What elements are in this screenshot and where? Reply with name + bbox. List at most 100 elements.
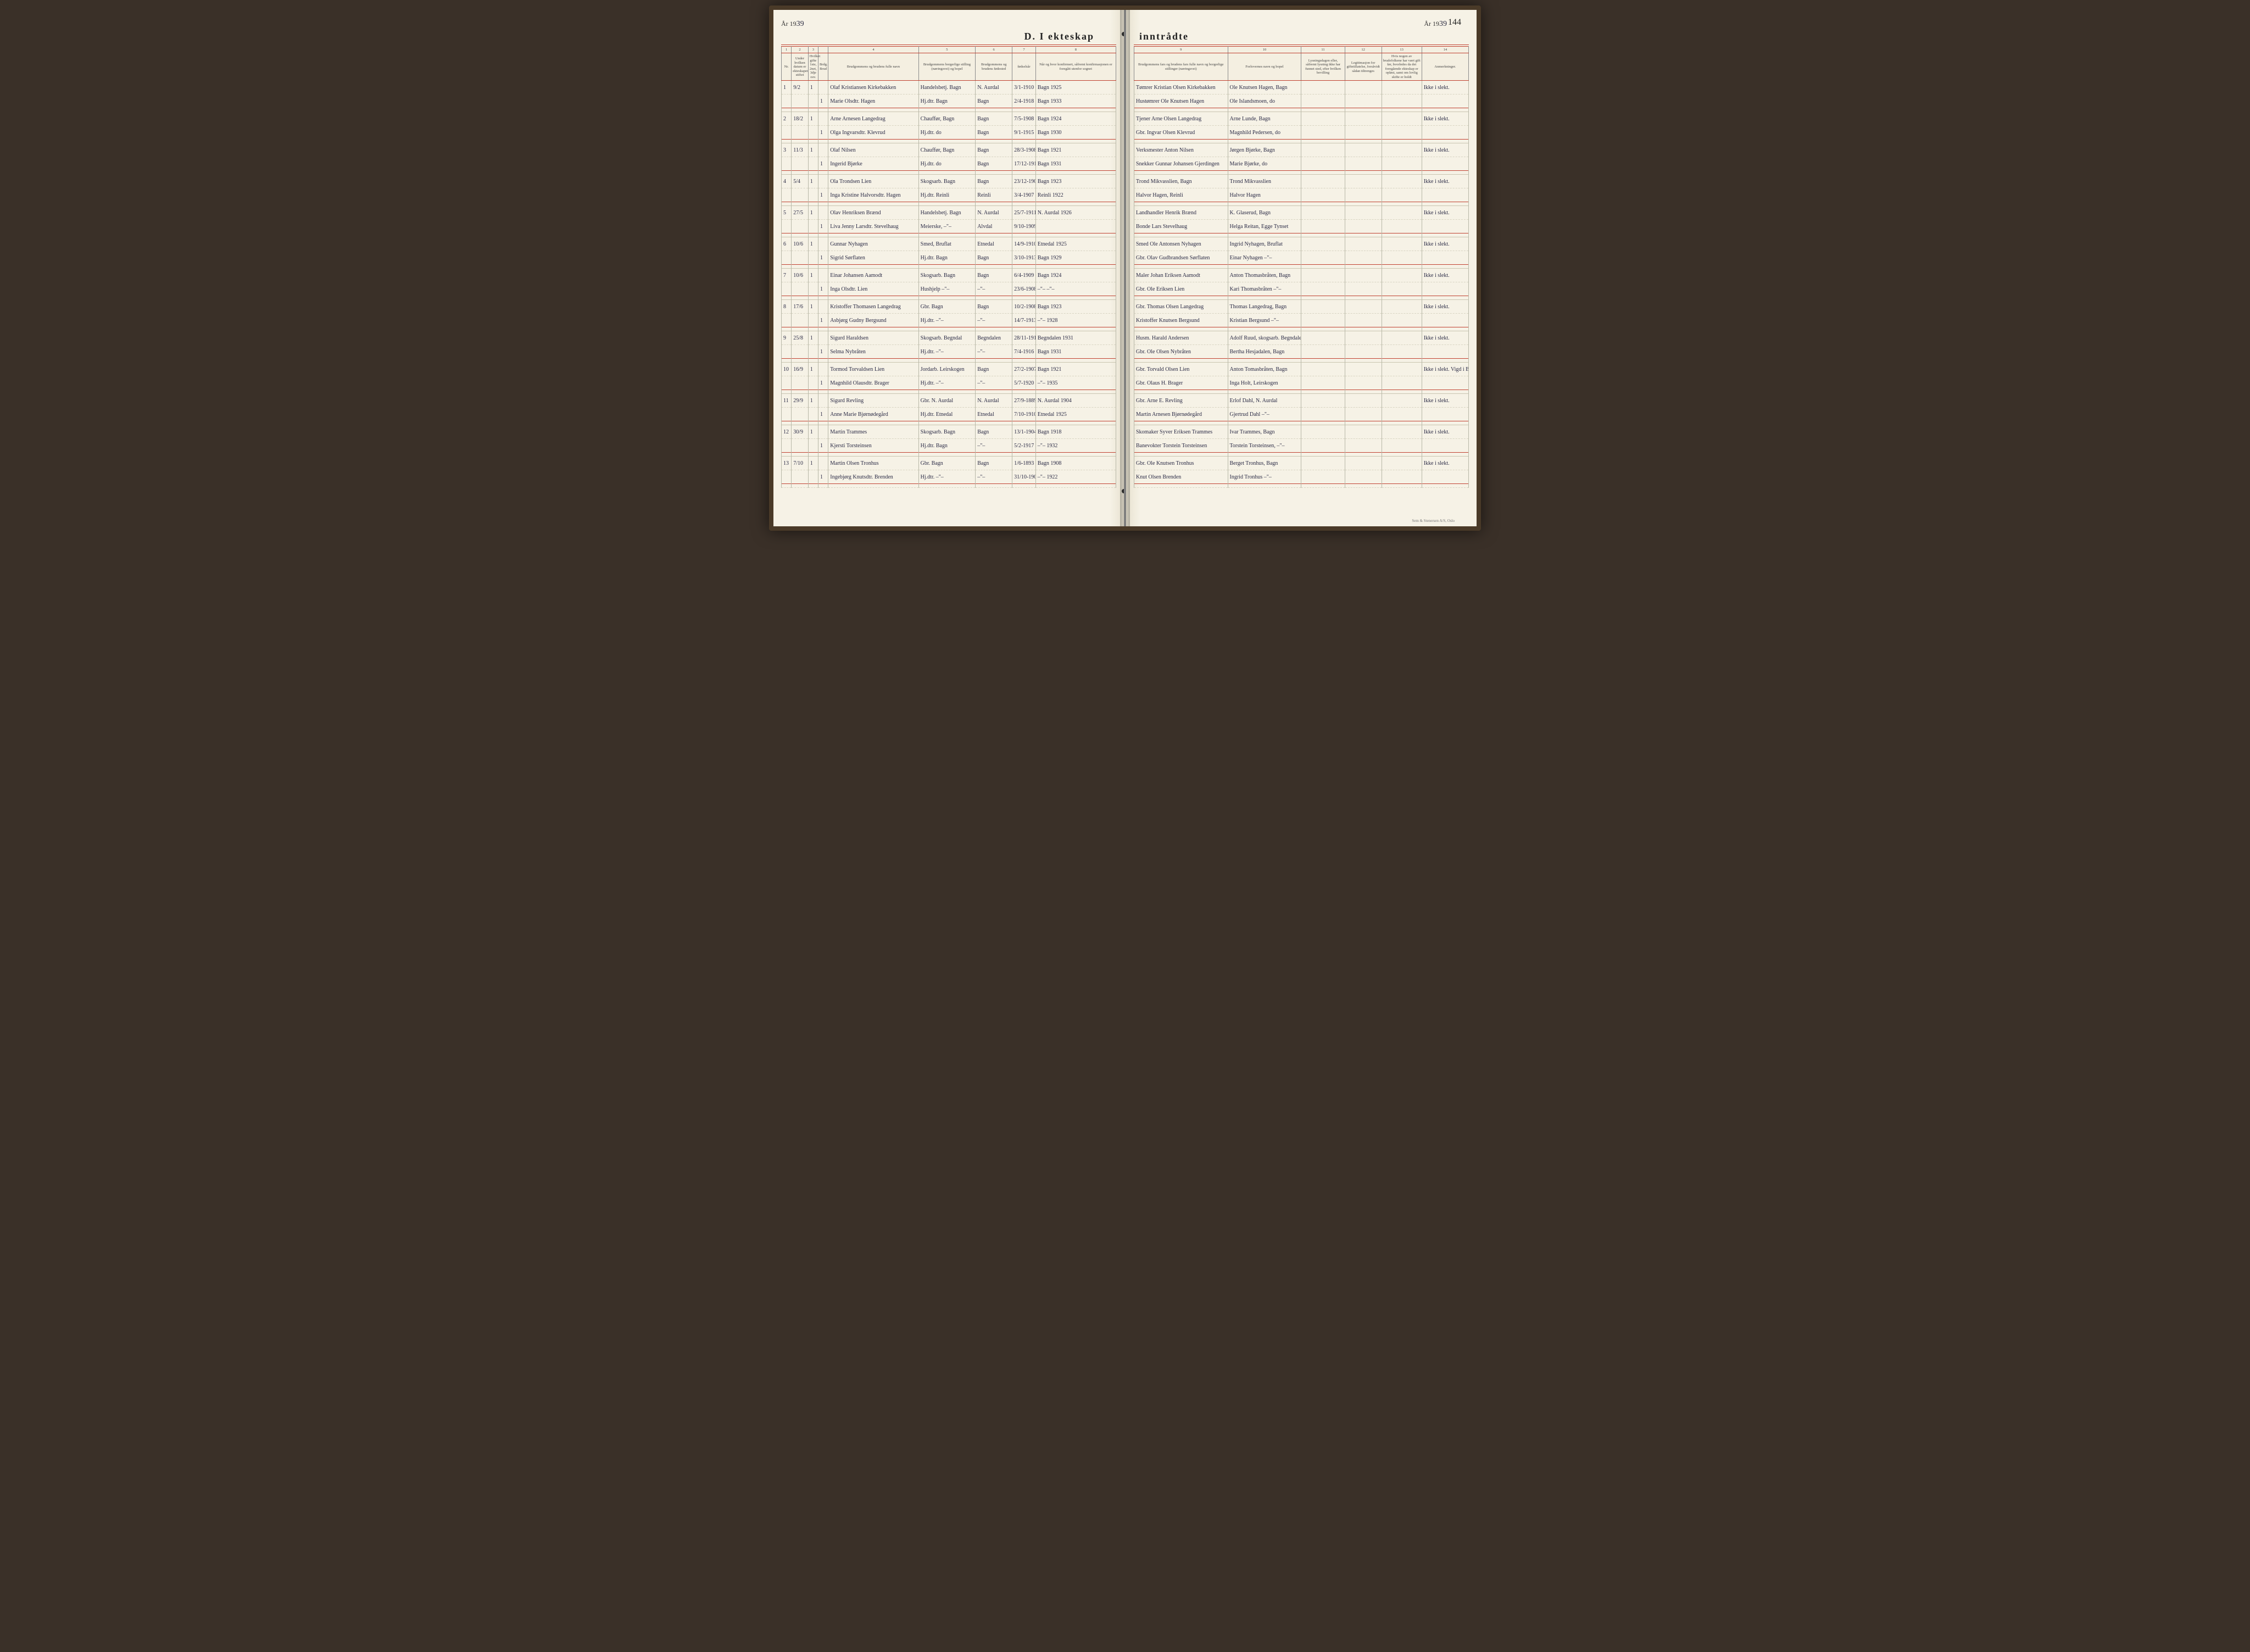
groom-confirmation: Etnedal 1925 xyxy=(1035,237,1116,251)
title-right: inntrådte xyxy=(1134,31,1452,42)
bride-birthplace: –"– xyxy=(976,376,1012,390)
sep xyxy=(792,453,808,457)
entry-separator xyxy=(782,265,1116,269)
bride-position: Hj.dtr. –"– xyxy=(918,376,976,390)
lysning xyxy=(1301,457,1345,470)
title-left: D. I ekteskap xyxy=(781,31,1100,42)
bride-birthplace: –"– xyxy=(976,345,1012,359)
sep xyxy=(1422,265,1468,269)
entry-nr: 3 xyxy=(782,143,792,157)
entry-separator xyxy=(1134,484,1469,488)
sep xyxy=(1035,265,1116,269)
sep xyxy=(808,390,818,394)
sep xyxy=(1382,140,1422,143)
blank xyxy=(782,282,792,296)
remark xyxy=(1422,251,1468,265)
sep xyxy=(976,421,1012,425)
remark xyxy=(1422,282,1468,296)
bride-birthdate: 9/1-1915 xyxy=(1012,126,1036,140)
legitimation xyxy=(1345,439,1382,453)
prior-marriage xyxy=(1382,425,1422,439)
father-groom: Gbr. Torvald Olsen Lien xyxy=(1134,363,1228,376)
sep xyxy=(1228,484,1301,488)
bride-birthplace: Etnedal xyxy=(976,408,1012,421)
sep xyxy=(918,171,976,175)
groom-name: Arne Arnesen Langedrag xyxy=(828,112,918,126)
gifte-bride: 1 xyxy=(818,408,828,421)
sep xyxy=(976,390,1012,394)
entry-date: 30/9 xyxy=(792,425,808,439)
entry-nr: 11 xyxy=(782,394,792,408)
witness-2: Helga Reitan, Egge Tynset xyxy=(1228,220,1301,233)
sep xyxy=(918,202,976,206)
sep xyxy=(828,233,918,237)
bride-position: Hj.dtr. Reinli xyxy=(918,188,976,202)
bride-birthplace: Bagn xyxy=(976,157,1012,171)
blank xyxy=(792,439,808,453)
sep xyxy=(976,359,1012,363)
gifte-bride-blank xyxy=(818,394,828,408)
gifte-bride-blank xyxy=(818,269,828,282)
sep xyxy=(1301,390,1345,394)
table-row: 1Kjersti TorsteinsenHj.dtr. Bagn–"–5/2-1… xyxy=(782,439,1116,453)
lysning xyxy=(1301,394,1345,408)
sep xyxy=(1382,202,1422,206)
remark xyxy=(1422,126,1468,140)
blank xyxy=(782,126,792,140)
gifte-bride: 1 xyxy=(818,470,828,484)
entry-date: 18/2 xyxy=(792,112,808,126)
prior-marriage xyxy=(1382,470,1422,484)
father-groom: Landhandler Henrik Brænd xyxy=(1134,206,1228,220)
sep xyxy=(976,296,1012,300)
sep xyxy=(1012,171,1036,175)
entry-date: 27/5 xyxy=(792,206,808,220)
bride-birthplace: Bagn xyxy=(976,126,1012,140)
entry-date: 9/2 xyxy=(792,81,808,94)
gifte-bride-blank xyxy=(818,237,828,251)
bride-position: Hj.dtr. Bagn xyxy=(918,251,976,265)
sep xyxy=(808,171,818,175)
blank xyxy=(808,94,818,108)
col-number: 12 xyxy=(1345,47,1382,53)
groom-birthdate: 3/1-1910 xyxy=(1012,81,1036,94)
groom-confirmation: Bagn 1925 xyxy=(1035,81,1116,94)
groom-name: Sigurd Revling xyxy=(828,394,918,408)
entry-separator xyxy=(782,108,1116,112)
column-header: Brudgommens borgerlige stilling (nærings… xyxy=(918,53,976,81)
sep xyxy=(828,202,918,206)
col-number xyxy=(818,47,828,53)
table-row: 1Ingebjørg Knutsdtr. BrendenHj.dtr. –"––… xyxy=(782,470,1116,484)
sep xyxy=(782,108,792,112)
groom-birthplace: N. Aurdal xyxy=(976,81,1012,94)
table-row: Gbr. Ole Eriksen LienKari Thomasbråten –… xyxy=(1134,282,1469,296)
column-header: Brudgommens og brudens fødested xyxy=(976,53,1012,81)
sep xyxy=(918,421,976,425)
lysning xyxy=(1301,408,1345,421)
sep xyxy=(792,421,808,425)
sep xyxy=(808,484,818,488)
sep xyxy=(1301,140,1345,143)
sep xyxy=(1345,484,1382,488)
legitimation xyxy=(1345,206,1382,220)
remark: Ikke i slekt. xyxy=(1422,112,1468,126)
bride-confirmation: Bagn 1933 xyxy=(1035,94,1116,108)
sep xyxy=(1382,171,1422,175)
groom-confirmation: Bagn 1924 xyxy=(1035,112,1116,126)
year-suffix: 39 xyxy=(1439,20,1447,28)
entry-date: 7/10 xyxy=(792,457,808,470)
entry-separator xyxy=(1134,359,1469,363)
lysning xyxy=(1301,112,1345,126)
gifte-bride: 1 xyxy=(818,376,828,390)
sep xyxy=(1134,390,1228,394)
sep xyxy=(1228,171,1301,175)
blank xyxy=(808,470,818,484)
groom-birthplace: Etnedal xyxy=(976,237,1012,251)
gifte-groom: 1 xyxy=(808,363,818,376)
lysning xyxy=(1301,470,1345,484)
prior-marriage xyxy=(1382,188,1422,202)
bride-name: Olga Ingvarsdtr. Klevrud xyxy=(828,126,918,140)
entry-separator xyxy=(782,202,1116,206)
sep xyxy=(1228,108,1301,112)
groom-position: Skogsarb. Bagn xyxy=(918,425,976,439)
bride-name: Selma Nybråten xyxy=(828,345,918,359)
